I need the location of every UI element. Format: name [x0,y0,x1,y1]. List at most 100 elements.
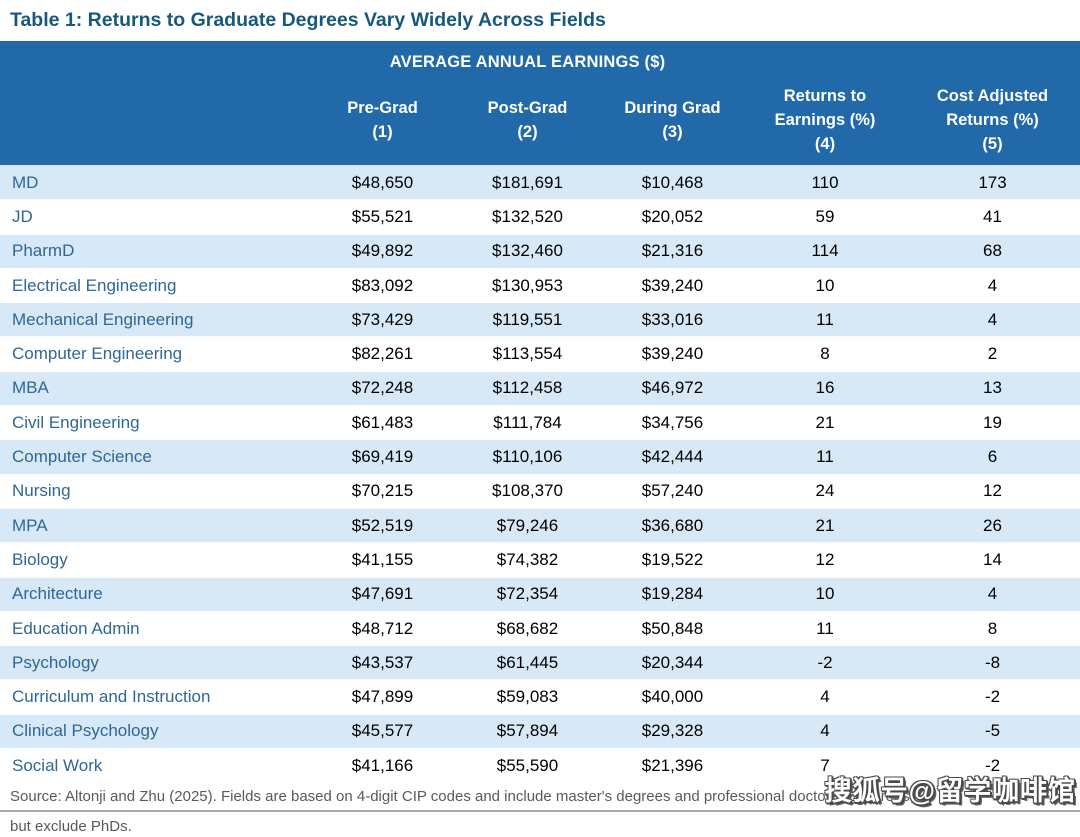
value-cell: $111,784 [455,405,600,440]
field-name-cell: Mechanical Engineering [0,302,310,337]
value-cell: 68 [905,233,1080,269]
value-cell: 7 [745,748,905,783]
value-cell: $41,166 [310,748,455,783]
column-header-post-grad: Post-Grad (2) [455,81,600,166]
column-header-cost-adjusted: Cost Adjusted Returns (%) (5) [905,81,1080,166]
value-cell: $48,650 [310,164,455,200]
field-name-cell: Education Admin [0,610,310,646]
table-body: MD $48,650 $181,691 $10,468 110 173 JD $55,521 $… [0,164,1080,783]
value-cell: 4 [905,267,1080,303]
value-cell: $108,370 [455,473,600,509]
value-cell: 6 [905,439,1080,475]
value-cell: $69,419 [310,439,455,475]
group-header-spacer-right [745,41,1080,81]
value-cell: $52,519 [310,507,455,543]
table-header: AVERAGE ANNUAL EARNINGS ($) Pre-Grad (1)… [0,41,1080,166]
field-name-cell: PharmD [0,233,310,269]
field-name-cell: Biology [0,542,310,578]
table-row: PharmD $49,892 $132,460 $21,316 114 68 [0,233,1080,269]
footnote-line2: but exclude PhDs. [10,818,132,836]
value-cell: $181,691 [455,164,600,200]
value-cell: 41 [905,199,1080,235]
value-cell: $47,691 [310,576,455,612]
value-cell: 11 [745,302,905,337]
value-cell: $39,240 [600,267,745,303]
value-cell: $74,382 [455,542,600,578]
table-row: Biology $41,155 $74,382 $19,522 12 14 [0,542,1080,578]
value-cell: $55,521 [310,199,455,235]
value-cell: $57,240 [600,473,745,509]
table-row: Nursing $70,215 $108,370 $57,240 24 12 [0,473,1080,509]
value-cell: 11 [745,610,905,646]
table-row: JD $55,521 $132,520 $20,052 59 41 [0,199,1080,235]
value-cell: $41,155 [310,542,455,578]
table-row: Curriculum and Instruction $47,899 $59,083… [0,679,1080,715]
value-cell: $42,444 [600,439,745,475]
value-cell: $132,520 [455,199,600,235]
value-cell: 4 [905,302,1080,337]
value-cell: $20,052 [600,199,745,235]
table-row: MBA $72,248 $112,458 $46,972 16 13 [0,370,1080,406]
value-cell: $46,972 [600,370,745,406]
value-cell: $39,240 [600,336,745,372]
value-cell: $40,000 [600,679,745,715]
table-row: MD $48,650 $181,691 $10,468 110 173 [0,164,1080,200]
value-cell: $61,483 [310,405,455,440]
table-row: Psychology $43,537 $61,445 $20,344 -2 -8 [0,645,1080,680]
value-cell: 8 [905,610,1080,646]
column-header-during-grad: During Grad (3) [600,81,745,166]
value-cell: $59,083 [455,679,600,715]
value-cell: $19,284 [600,576,745,612]
value-cell: -5 [905,713,1080,749]
table-row: Mechanical Engineering $73,429 $119,551 $33… [0,302,1080,337]
value-cell: 10 [745,267,905,303]
table-row: Civil Engineering $61,483 $111,784 $34,756 2… [0,405,1080,440]
column-header-row: Pre-Grad (1) Post-Grad (2) During Grad (… [0,81,1080,166]
value-cell: $73,429 [310,302,455,337]
value-cell: $10,468 [600,164,745,200]
value-cell: $70,215 [310,473,455,509]
value-cell: 2 [905,336,1080,372]
value-cell: $72,248 [310,370,455,406]
value-cell: $29,328 [600,713,745,749]
group-header-row: AVERAGE ANNUAL EARNINGS ($) [0,41,1080,81]
value-cell: -2 [745,645,905,680]
field-name-cell: Civil Engineering [0,405,310,440]
value-cell: $110,106 [455,439,600,475]
watermark: 搜狐号@留学咖啡馆 [824,776,1076,806]
field-name-cell: Electrical Engineering [0,267,310,303]
value-cell: 8 [745,336,905,372]
value-cell: $21,396 [600,748,745,783]
value-cell: 12 [905,473,1080,509]
column-header-field [0,81,310,166]
field-name-cell: Computer Engineering [0,336,310,372]
field-name-cell: Social Work [0,748,310,783]
value-cell: $79,246 [455,507,600,543]
table-row: Architecture $47,691 $72,354 $19,284 10 4 [0,576,1080,612]
field-name-cell: Architecture [0,576,310,612]
value-cell: $132,460 [455,233,600,269]
group-header-spacer-left [0,41,310,81]
field-name-cell: Clinical Psychology [0,713,310,749]
value-cell: $119,551 [455,302,600,337]
field-name-cell: Nursing [0,473,310,509]
value-cell: $34,756 [600,405,745,440]
field-name-cell: MD [0,164,310,200]
value-cell: 4 [745,679,905,715]
value-cell: 19 [905,405,1080,440]
field-name-cell: Psychology [0,645,310,680]
value-cell: $50,848 [600,610,745,646]
value-cell: $48,712 [310,610,455,646]
value-cell: 10 [745,576,905,612]
value-cell: $36,680 [600,507,745,543]
value-cell: -2 [905,679,1080,715]
column-header-pre-grad: Pre-Grad (1) [310,81,455,166]
value-cell: $49,892 [310,233,455,269]
value-cell: 26 [905,507,1080,543]
earnings-table: AVERAGE ANNUAL EARNINGS ($) Pre-Grad (1)… [0,41,1080,783]
value-cell: $57,894 [455,713,600,749]
table-row: Education Admin $48,712 $68,682 $50,848 11 8 [0,610,1080,646]
value-cell: 24 [745,473,905,509]
table-row: Computer Science $69,419 $110,106 $42,444 11… [0,439,1080,475]
value-cell: 13 [905,370,1080,406]
